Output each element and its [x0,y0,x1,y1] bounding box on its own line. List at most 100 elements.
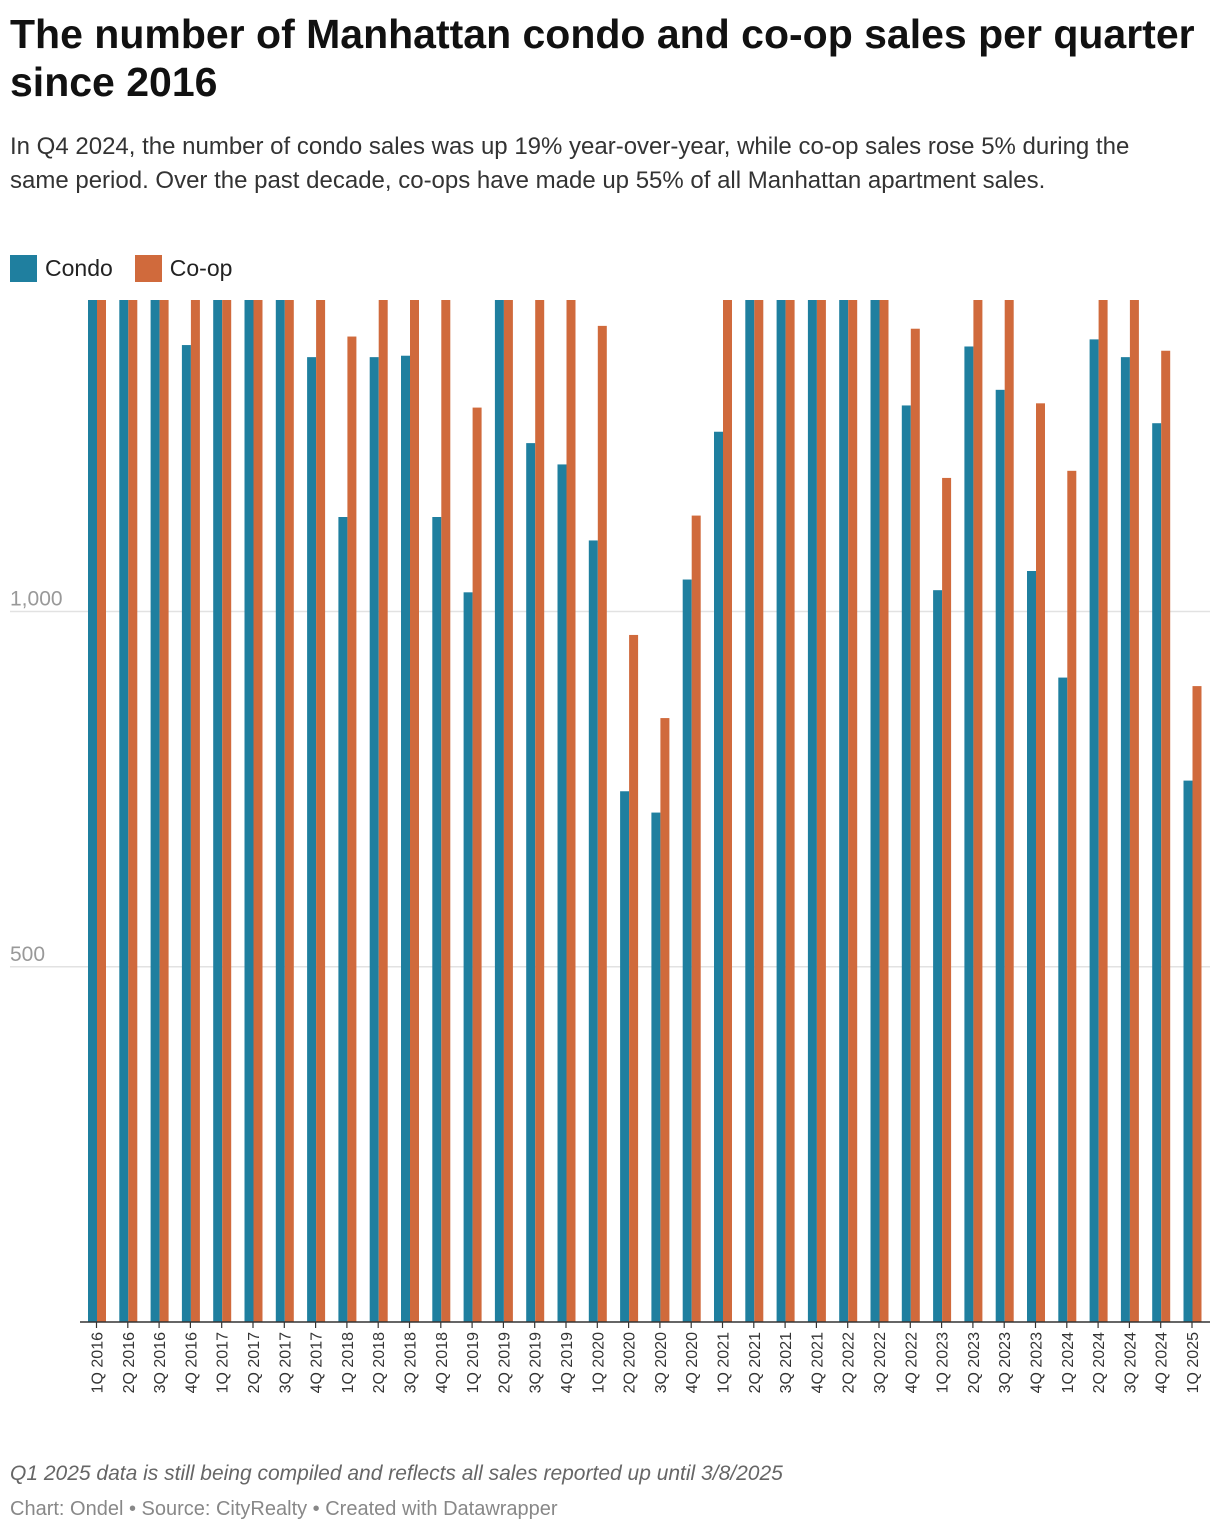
bar-coop: Co-op 2Q 2022: 2322 [848,300,858,1322]
bar-coop: Co-op 2Q 2024: 1495 [1098,300,1108,1322]
x-tick-label: 3Q 2022 [872,1332,889,1393]
x-tick-label: 4Q 2021 [809,1332,826,1393]
bar-coop: Co-op 1Q 2017: 1448 [222,300,232,1322]
bar-coop: Co-op 4Q 2021: 2192 [816,300,826,1322]
x-tick-label: 3Q 2021 [778,1332,795,1393]
bar-coop: Co-op 2Q 2018: 1580 [378,300,388,1322]
x-tick-label: 4Q 2017 [309,1332,326,1393]
bar-condo: Condo 2Q 2020: 747 [620,791,630,1322]
legend-item-coop: Co-op [134,255,233,282]
x-tick-label: 1Q 2016 [90,1332,107,1393]
bar-coop: Co-op 3Q 2024: 1600 [1129,300,1139,1323]
x-tick-label: 2Q 2024 [1091,1332,1108,1393]
x-tick-label: 3Q 2020 [653,1332,670,1393]
legend-swatch-condo [10,255,37,282]
bar-condo: Condo 3Q 2022: 1762 [870,300,880,1322]
x-tick-label: 4Q 2018 [434,1332,451,1393]
x-tick-label: 3Q 2017 [277,1332,294,1393]
bar-coop: Co-op 4Q 2016: 1448 [190,300,200,1322]
x-tick-label: 4Q 2016 [183,1332,200,1393]
bar-condo: Condo 3Q 2024: 1358 [1120,357,1130,1322]
x-tick-label: 2Q 2022 [841,1332,858,1393]
bar-coop: Co-op 3Q 2022: 2143 [879,300,889,1323]
bar-condo: Condo 2Q 2021: 2152 [745,300,755,1322]
x-tick-label: 2Q 2019 [496,1332,513,1393]
bar-condo: Condo 3Q 2019: 1237 [526,443,536,1322]
bar-condo: Condo 1Q 2021: 1253 [714,431,723,1322]
bar-condo: Condo 2Q 2017: 1670 [244,300,254,1323]
bar-condo: Condo 4Q 2023: 1057 [1027,571,1036,1322]
bar-condo: Condo 1Q 2017: 1480 [213,300,223,1323]
bar-condo: Condo 1Q 2020: 1100 [588,540,598,1322]
x-tick-label: 4Q 2020 [684,1332,701,1393]
x-tick-label: 1Q 2019 [465,1332,482,1393]
x-tick-label: 1Q 2021 [716,1332,733,1393]
bar-coop: Co-op 2Q 2019: 1668 [503,300,513,1323]
bar-coop: Co-op 4Q 2019: 1453 [566,300,576,1322]
bar-condo: Condo 1Q 2019: 1027 [463,592,473,1322]
bar-coop: Co-op 1Q 2024: 1198 [1067,470,1077,1322]
x-tick-label: 4Q 2024 [1154,1332,1171,1393]
x-tick-label: 3Q 2018 [403,1332,420,1393]
x-tick-label: 3Q 2024 [1122,1332,1139,1393]
x-tick-label: 1Q 2025 [1185,1332,1202,1393]
bar-coop: Co-op 4Q 2018: 1465 [441,300,451,1323]
bar-condo: Condo 4Q 2019: 1207 [557,464,567,1322]
chart-note: Q1 2025 data is still being compiled and… [10,1462,783,1485]
x-tick-label: 2Q 2021 [747,1332,764,1393]
bar-coop: Co-op 4Q 2022: 1398 [910,328,920,1322]
bar-condo: Condo 4Q 2021: 2017 [807,300,817,1322]
y-tick-label: 1,000 [10,588,63,611]
bar-coop: Co-op 2Q 2017: 1770 [253,300,263,1322]
bar-coop: Co-op 3Q 2019: 1598 [535,300,545,1323]
x-tick-label: 4Q 2019 [559,1332,576,1393]
bar-condo: Condo 3Q 2016: 1535 [150,300,160,1322]
x-tick-label: 3Q 2019 [528,1332,545,1393]
bar-condo: Condo 2Q 2023: 1373 [964,346,974,1322]
bar-coop: Co-op 3Q 2017: 1853 [284,300,294,1323]
bar-condo: Condo 2Q 2018: 1358 [369,357,379,1322]
bar-coop: Co-op 3Q 2023: 1450 [1004,300,1014,1322]
bar-coop: Co-op 3Q 2020: 850 [660,718,670,1322]
y-tick-label: 500 [10,943,45,966]
bar-coop: Co-op 1Q 2021: 1500 [723,300,732,1322]
legend: Condo Co-op [10,255,254,282]
bars: Condo 1Q 2016: 1590Co-op 1Q 2016: 1552 Co… [88,300,1202,1323]
bar-condo: Condo 3Q 2017: 1597 [275,300,285,1322]
bar-coop: Co-op 3Q 2018: 1675 [410,300,419,1323]
bar-condo: Condo 1Q 2016: 1590 [88,300,97,1323]
bar-condo: Condo 2Q 2022: 2085 [839,300,849,1322]
bar-coop: Co-op 2Q 2020: 967 [629,634,639,1322]
x-tick-label: 4Q 2022 [903,1332,920,1393]
bar-condo: Condo 3Q 2018: 1360 [401,355,410,1323]
bar-coop: Co-op 1Q 2018: 1387 [347,336,357,1322]
bar-condo: Condo 2Q 2016: 1700 [119,300,129,1322]
bar-condo: Condo 4Q 2022: 1290 [901,405,911,1322]
x-tick-label: 3Q 2016 [152,1332,169,1393]
bar-coop: Co-op 4Q 2024: 1367 [1161,350,1171,1323]
bar-condo: Condo 3Q 2023: 1312 [995,389,1005,1323]
bar-coop: Co-op 4Q 2017: 1463 [316,300,326,1322]
bar-coop: Co-op 1Q 2020: 1402 [597,325,607,1322]
bar-condo: Condo 4Q 2018: 1133 [432,517,442,1322]
legend-item-condo: Condo [10,255,113,282]
x-tick-label: 1Q 2024 [1060,1332,1077,1393]
bar-condo: Condo 1Q 2018: 1133 [338,517,348,1322]
bar-coop: Co-op 3Q 2021: 2703 [785,300,795,1322]
x-tick-label: 4Q 2023 [1029,1332,1046,1393]
bar-condo: Condo 4Q 2020: 1045 [682,579,692,1322]
legend-label-coop: Co-op [169,255,233,281]
bar-condo: Condo 1Q 2023: 1030 [933,590,943,1322]
bar-condo: Condo 1Q 2025: 762 [1183,780,1193,1322]
x-tick-label: 3Q 2023 [997,1332,1014,1393]
bar-condo: Condo 3Q 2020: 717 [651,812,661,1322]
bar-coop: Co-op 3Q 2016: 1838 [159,300,169,1322]
legend-swatch-coop [134,255,162,282]
x-tick-label: 1Q 2020 [590,1332,607,1393]
x-tick-label: 2Q 2016 [121,1332,138,1393]
bar-coop: Co-op 1Q 2019: 1287 [472,407,482,1322]
bar-condo: Condo 4Q 2016: 1375 [181,345,191,1322]
chart-subtitle: In Q4 2024, the number of condo sales wa… [10,133,1130,194]
bar-condo: Condo 4Q 2024: 1265 [1152,423,1162,1322]
